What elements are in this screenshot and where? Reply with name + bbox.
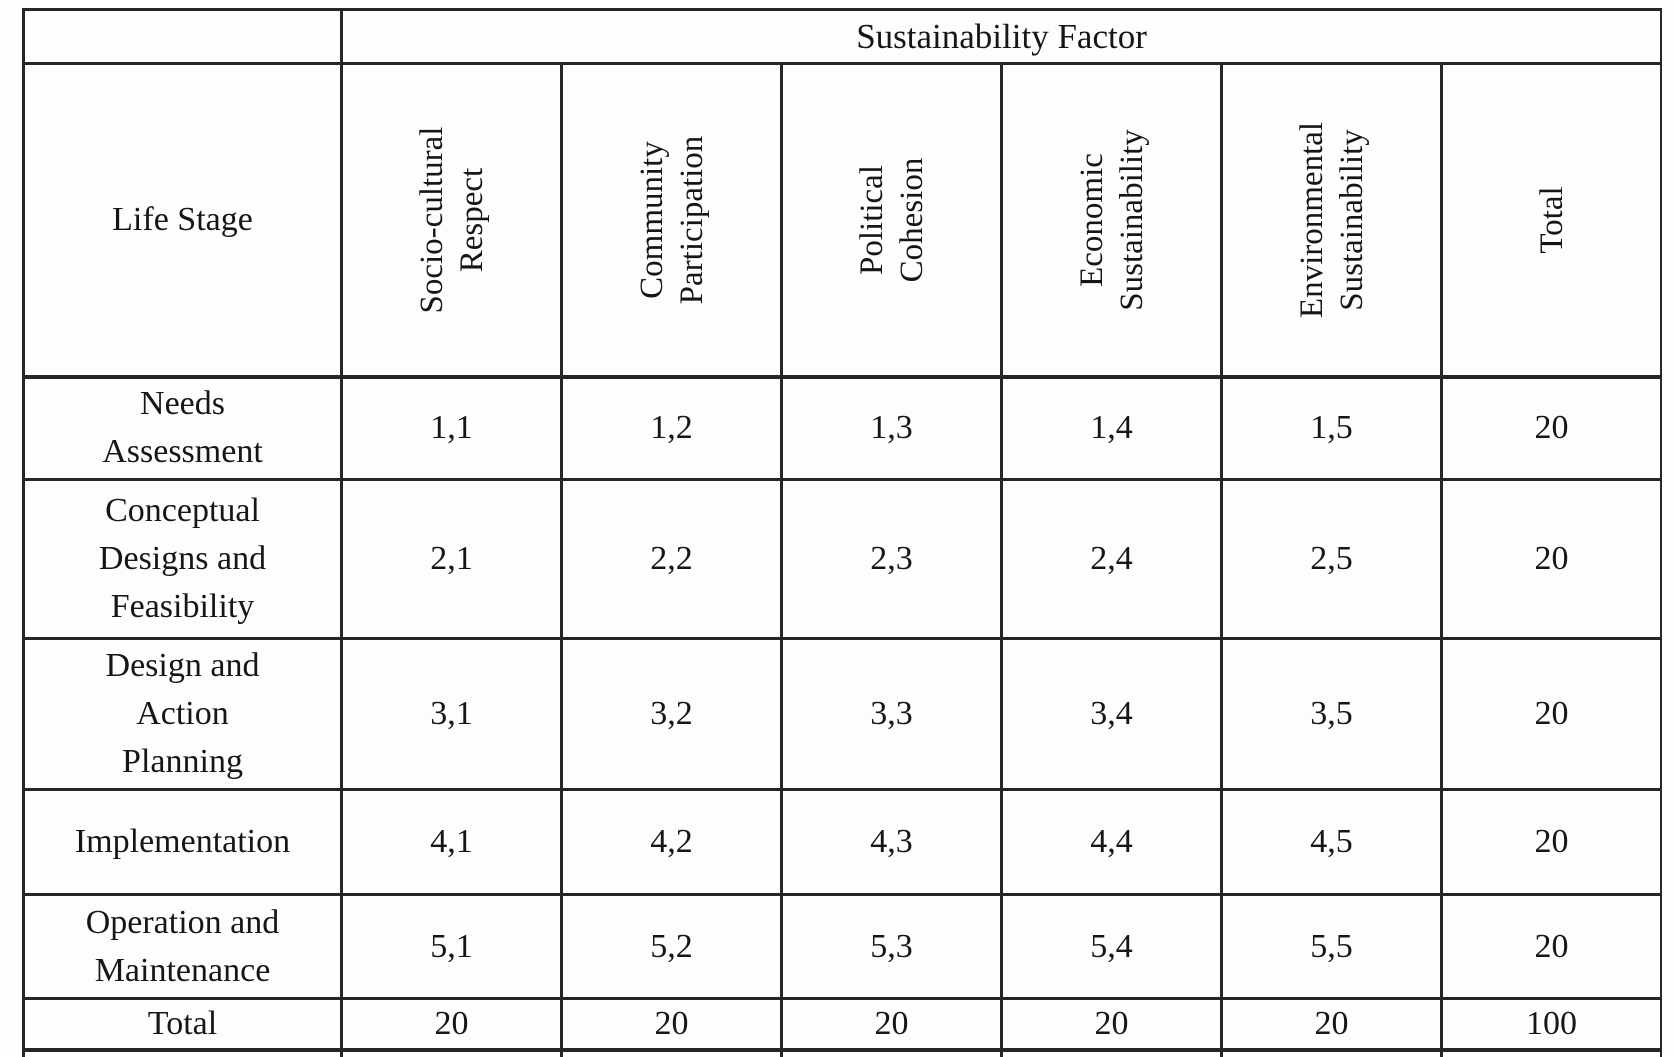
cell-value: 5,4: [1000, 893, 1223, 1000]
cell-row-total: 20: [1439, 637, 1662, 791]
row-label: Operation and Maintenance: [22, 893, 343, 1000]
cell-column-total: 20: [340, 997, 563, 1052]
cell-value: 1,1: [340, 375, 563, 481]
cell-value: 1,5: [1220, 375, 1443, 481]
table-row-needs-assessment: Needs Assessment 1,1 1,2 1,3 1,4 1,5 20: [22, 375, 1662, 481]
cell-value: 3,4: [1000, 637, 1223, 791]
cell-value: 4,4: [1000, 788, 1223, 896]
cell-value: 3,1: [340, 637, 563, 791]
cell-value: 3,3: [780, 637, 1003, 791]
cell-column-total: 20: [780, 997, 1003, 1052]
table-row-total: Total 20 20 20 20 20 100: [22, 997, 1662, 1052]
table-row-design-action-planning: Design and Action Planning 3,1 3,2 3,3 3…: [22, 637, 1662, 791]
group-header-sustainability-factor: Sustainability Factor: [339, 8, 1662, 65]
cell-row-total: 20: [1439, 478, 1662, 640]
row-label: Needs Assessment: [22, 375, 343, 481]
cell-value: 5,2: [560, 893, 783, 1000]
cell-column-total: 20: [1000, 997, 1223, 1052]
col-header-political-cohesion: Political Cohesion: [780, 62, 1003, 379]
cell-value: 1,2: [560, 375, 783, 481]
cell-value: 2,1: [340, 478, 563, 640]
cell-value: 4,5: [1220, 788, 1443, 896]
cell-row-total: 20: [1439, 788, 1662, 896]
col-header-community-participation: Community Participation: [560, 62, 783, 379]
cell-value: 4,2: [560, 788, 783, 896]
cell-value: 5,1: [340, 893, 563, 1000]
cell-value: 4,3: [780, 788, 1003, 896]
rotated-label: Economic Sustainability: [1073, 129, 1150, 311]
cell-row-total: 20: [1439, 893, 1662, 1000]
rotated-label: Environmental Sustainability: [1293, 121, 1370, 318]
table-row-operation-maintenance: Operation and Maintenance 5,1 5,2 5,3 5,…: [22, 893, 1662, 1000]
cell-value: 4,1: [340, 788, 563, 896]
group-header-row: Sustainability Factor: [22, 8, 1662, 65]
row-label: Conceptual Designs and Feasibility: [22, 478, 343, 640]
column-header-row: Life Stage Socio-cultural Respect Commun…: [22, 62, 1662, 379]
cell-value: 1,4: [1000, 375, 1223, 481]
cell-value: 5,3: [780, 893, 1003, 1000]
rotated-label: Political Cohesion: [853, 157, 930, 283]
cell-row-total: 20: [1439, 375, 1662, 481]
cell-value: 1,3: [780, 375, 1003, 481]
cell-grand-total: 100: [1439, 997, 1662, 1052]
cell-value: 5,5: [1220, 893, 1443, 1000]
cell-value: 3,5: [1220, 637, 1443, 791]
col-header-total: Total: [1439, 62, 1662, 379]
rotated-label: Socio-cultural Respect: [413, 126, 490, 314]
cell-value: 2,3: [780, 478, 1003, 640]
table-row-implementation: Implementation 4,1 4,2 4,3 4,4 4,5 20: [22, 788, 1662, 896]
row-header-life-stage: Life Stage: [22, 62, 343, 379]
row-label: Implementation: [22, 788, 343, 896]
col-header-socio-cultural-respect: Socio-cultural Respect: [340, 62, 563, 379]
life-stage-sustainability-matrix: Sustainability Factor Life Stage Socio-c…: [22, 8, 1662, 1057]
cutoff-row-stub: [22, 1048, 1662, 1057]
rotated-label: Total: [1533, 186, 1570, 254]
table-row-conceptual-designs-feasibility: Conceptual Designs and Feasibility 2,1 2…: [22, 478, 1662, 640]
cell-value: 2,2: [560, 478, 783, 640]
row-label: Design and Action Planning: [22, 637, 343, 791]
corner-empty-cell: [22, 8, 343, 65]
assessment-table: Sustainability Factor Life Stage Socio-c…: [22, 8, 1662, 1057]
col-header-economic-sustainability: Economic Sustainability: [1000, 62, 1223, 379]
cell-value: 2,5: [1220, 478, 1443, 640]
rotated-label: Community Participation: [633, 135, 710, 305]
cell-value: 3,2: [560, 637, 783, 791]
cell-column-total: 20: [1220, 997, 1443, 1052]
cell-column-total: 20: [560, 997, 783, 1052]
cell-value: 2,4: [1000, 478, 1223, 640]
row-label-total: Total: [22, 997, 343, 1052]
col-header-environmental-sustainability: Environmental Sustainability: [1220, 62, 1443, 379]
